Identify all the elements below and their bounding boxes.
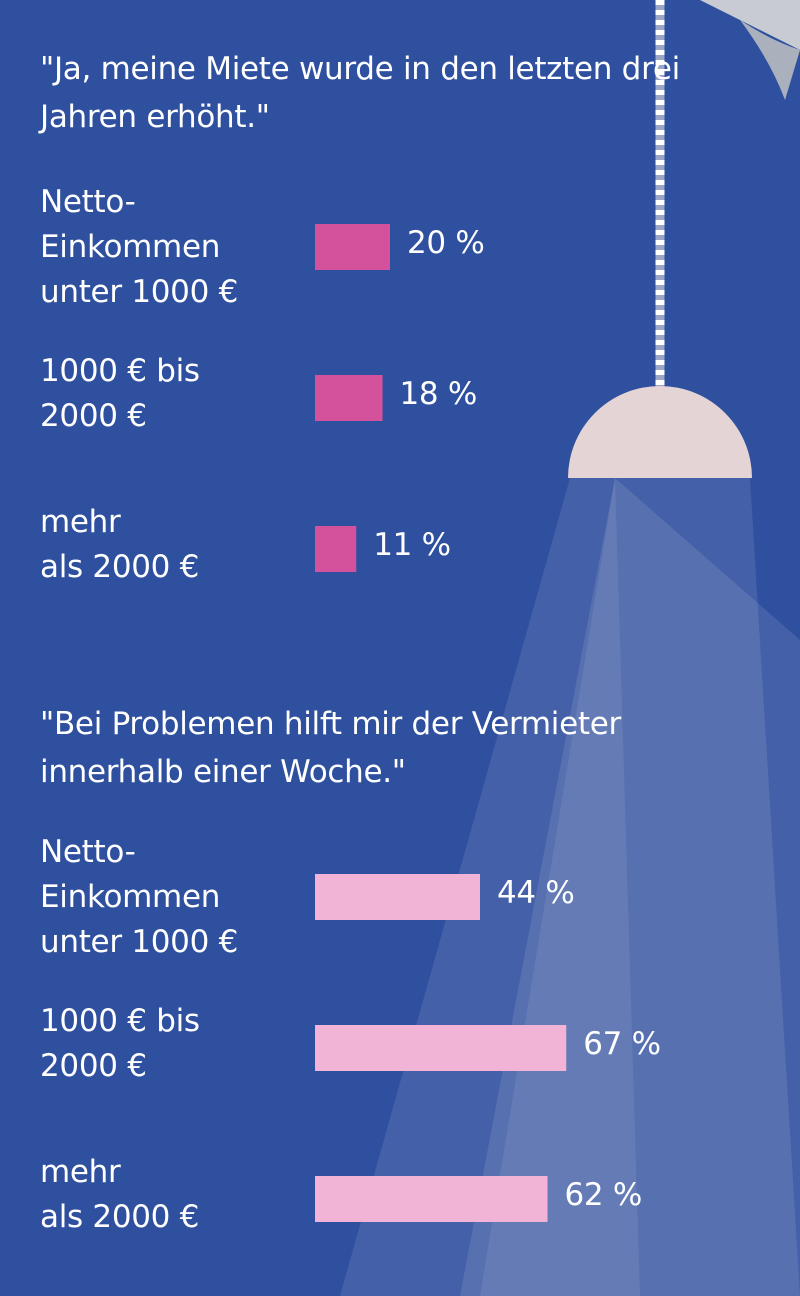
beam [340,478,800,1296]
value-label: 20 % [407,225,485,261]
value-label: 44 % [497,875,575,911]
bar [315,1176,548,1222]
category-label: 1000 € bis 2000 € [40,353,200,434]
chart-title: "Bei Problemen hilft mir der Vermieter i… [40,706,621,790]
value-label: 18 % [399,376,478,412]
category-label: Netto- Einkommen unter 1000 € [40,183,238,310]
beam [480,478,640,1296]
page-corner [700,0,800,50]
value-label: 62 % [564,1177,643,1213]
bar [315,375,383,421]
chart-title: "Ja, meine Miete wurde in den letzten dr… [40,51,680,135]
beam [460,478,800,1296]
bar [315,1025,567,1071]
category-label: mehr als 2000 € [40,504,200,585]
category-label: mehr als 2000 € [40,1154,200,1235]
value-label: 67 % [583,1026,661,1062]
lamp-shade [568,386,752,478]
light-beams [340,478,800,1296]
bar [315,874,480,920]
value-label: 11 % [373,527,451,563]
category-label: 1000 € bis 2000 € [40,1003,200,1084]
bar [315,526,357,572]
bar [315,224,390,270]
category-label: Netto- Einkommen unter 1000 € [40,833,238,960]
page-curl [740,20,800,100]
